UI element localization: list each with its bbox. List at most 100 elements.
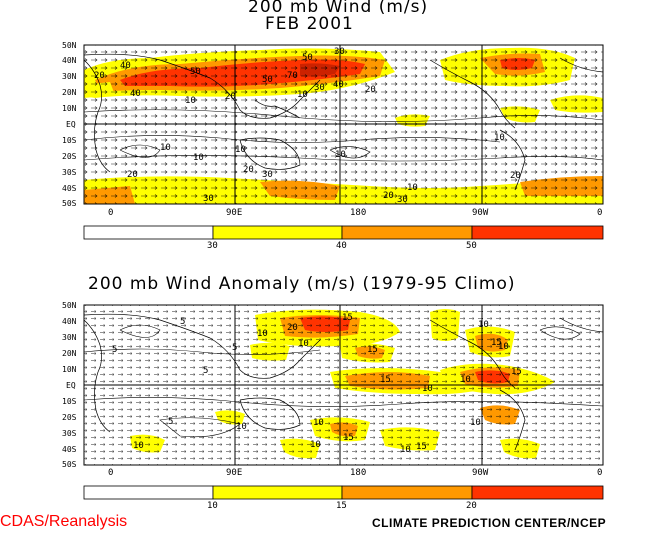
bottom-colorbar-bin-2 [341,485,473,500]
top-contour-label: 20 [365,85,376,95]
top-contour-label: 50 [262,75,273,85]
top-contour-label: 10 [160,143,171,153]
top-colorbar-label: 50 [466,241,477,251]
bottom-contour-label: 5 [203,366,208,376]
bottom-contour-label: 15 [367,345,378,355]
top-lon-label: 0 [108,208,114,218]
bottom-contour-label: 10 [310,440,321,450]
bottom-lon-label: 180 [350,468,367,478]
top-contour-label: 30 [334,47,345,57]
top-lat-label: 30N [62,72,77,81]
top-contour-label: 10 [235,145,246,155]
bottom-lon-label: 90E [226,468,243,478]
top-contour-label: 20 [383,191,394,201]
top-contour-label: 20 [510,171,521,181]
top-contour-label: 10 [407,183,418,193]
top-contours [84,109,603,162]
top-colorbar-bin-1 [212,225,343,240]
top-colorbar-bin-0 [83,225,214,240]
bottom-contour-label: 15 [343,433,354,443]
bottom-lat-label: 30S [62,429,77,438]
top-contour-labels: 30 50 40 50 50 70 20 40 30 40 20 20 10 1… [94,47,521,205]
bottom-contour-label: 10 [478,320,489,330]
top-contour-label: 30 [397,195,408,205]
top-contour-label: 10 [185,96,196,106]
top-contour-label: 10 [494,133,505,143]
bottom-contour-label: 10 [133,441,144,451]
bottom-contour-label: 15 [380,375,391,385]
bottom-contour-label: 15 [342,313,353,323]
bottom-contour-label: 10 [298,339,309,349]
bottom-lat-label: 10S [62,397,77,406]
top-contour-label: 40 [333,80,344,90]
bottom-lon-label: 0 [108,468,114,478]
top-contour-label: 30 [203,194,214,204]
bottom-contour-label: 5 [232,343,237,353]
top-lat-label: 20N [62,88,77,97]
top-lat-label: 40S [62,184,77,193]
bottom-colorbar-bin-0 [83,485,214,500]
top-lon-label: 180 [350,208,367,218]
bottom-colorbar-bin-1 [212,485,343,500]
bottom-contour-label: 10 [236,422,247,432]
top-lat-label: EQ [66,120,76,129]
top-title: 200 mb Wind (m/s) [248,0,429,17]
bottom-contour-label: 10 [422,384,433,394]
bottom-lat-label: 40N [62,317,77,326]
top-contour-label: 50 [302,53,313,63]
top-contour-label: 10 [335,150,346,160]
top-colorbar-bin-2 [341,225,473,240]
top-lat-label: 10N [62,104,77,113]
bottom-lat-label: 50N [62,301,77,310]
top-lon-label: 90W [472,208,489,218]
top-contour-label: 30 [314,83,325,93]
bottom-lat-label: EQ [66,381,76,390]
bottom-contour-label: 10 [470,418,481,428]
bottom-contour-label: 10 [313,418,324,428]
bottom-gridlines [84,305,603,465]
top-lat-label: 40N [62,56,77,65]
footer-source: CDAS/Reanalysis [0,513,128,530]
bottom-colorbar-label: 20 [466,501,477,511]
bottom-contour-label: 10 [460,375,471,385]
bottom-contour-label: 15 [416,442,427,452]
bottom-colorbar-bin-3 [471,485,604,500]
bottom-colorbar-label: 10 [207,501,218,511]
top-contour-label: 10 [193,153,204,163]
bottom-contour-label: 10 [498,342,509,352]
top-lon-label: 0 [597,208,603,218]
bottom-contour-label: 5 [180,317,185,327]
top-colorbar-bin-3 [471,225,604,240]
bottom-title: 200 mb Wind Anomaly (m/s) (1979-95 Climo… [88,274,516,294]
bottom-lat-label: 40S [62,445,77,454]
top-colorbar-label: 30 [207,241,218,251]
bottom-contour-labels: 20 15 10 5 10 15 10 10 15 15 5 10 10 10 … [112,313,522,455]
bottom-lat-label: 10N [62,365,77,374]
bottom-contour-label: 15 [491,338,502,348]
top-colorbar [83,225,604,240]
bottom-colorbar-label: 15 [336,501,347,511]
bottom-contour-label: 5 [112,345,117,355]
top-lat-label: 30S [62,168,77,177]
bottom-contour-label: 20 [287,323,298,333]
bottom-contour-label: 10 [257,329,268,339]
top-contour-label: 40 [120,61,131,71]
top-lat-label: 50N [62,41,77,50]
top-contour-label: 20 [225,92,236,102]
bottom-lat-label: 50S [62,460,77,469]
footer-credit: CLIMATE PREDICTION CENTER/NCEP [372,516,607,530]
bottom-contour-label: 5 [168,417,173,427]
top-contour-label: 20 [127,170,138,180]
top-lon-label: 90E [226,208,243,218]
top-contour-label: 70 [287,71,298,81]
bottom-lon-label: 90W [472,468,489,478]
bottom-contour-label: 10 [400,445,411,455]
bottom-frame [83,304,604,466]
bottom-contours [84,324,603,438]
top-frame [83,44,604,205]
top-contour-label: 30 [262,170,273,180]
top-contour-label: 20 [94,71,105,81]
top-lat-label: 20S [62,152,77,161]
bottom-lon-label: 0 [597,468,603,478]
